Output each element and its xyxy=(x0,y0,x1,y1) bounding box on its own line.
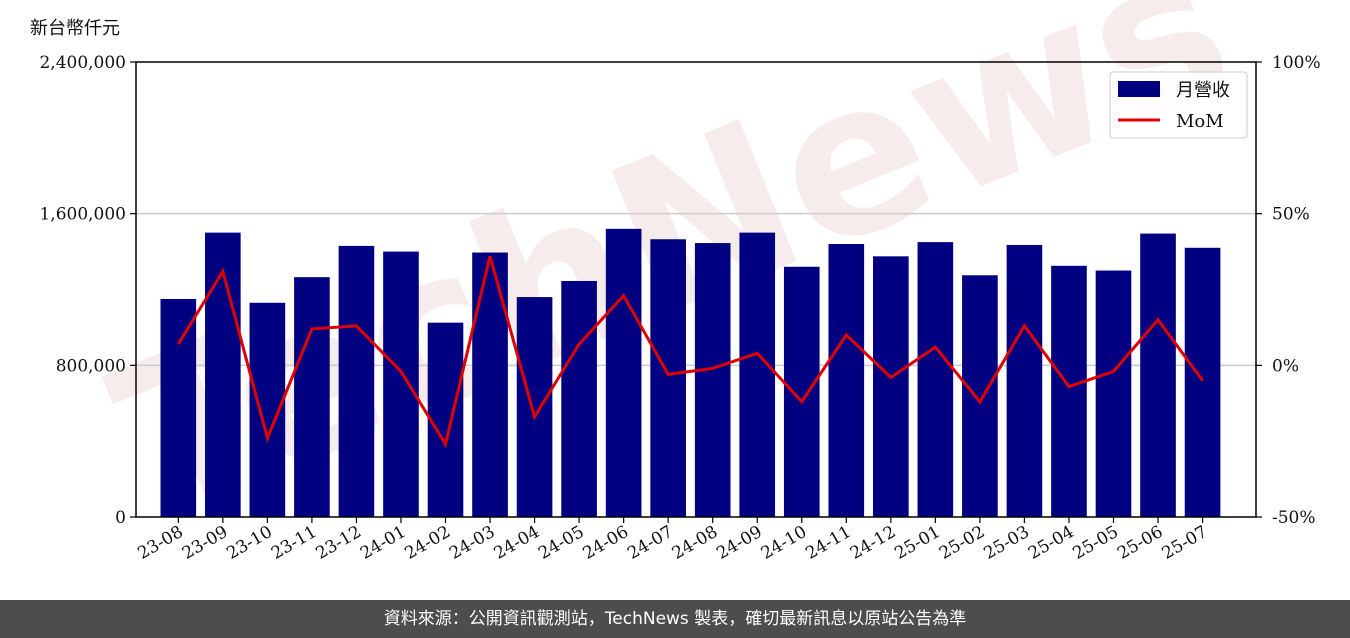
legend-label: 月營收 xyxy=(1176,80,1230,101)
x-tick-label: 24-06 xyxy=(580,522,632,564)
bar-24-12 xyxy=(873,256,909,517)
right-tick-label: 50% xyxy=(1272,205,1310,225)
left-tick-label: 800,000 xyxy=(56,356,126,376)
x-tick-label: 24-02 xyxy=(402,522,454,564)
bar-25-05 xyxy=(1095,270,1132,517)
x-tick-label: 24-07 xyxy=(624,522,676,564)
bar-24-07 xyxy=(650,239,686,517)
x-tick-label: 24-11 xyxy=(802,522,854,564)
bar-24-03 xyxy=(472,252,508,517)
bar-23-09 xyxy=(205,232,241,517)
bar-24-06 xyxy=(605,228,642,518)
x-tick-label: 24-05 xyxy=(535,522,587,564)
mom-line xyxy=(177,255,1204,449)
x-tick-label: 24-09 xyxy=(713,522,765,564)
x-tick-label: 24-01 xyxy=(357,522,409,564)
right-tick-label: 0% xyxy=(1272,356,1299,376)
right-tick-label: 100% xyxy=(1272,53,1321,73)
legend-swatch-bar xyxy=(1118,81,1160,97)
bar-25-06 xyxy=(1140,233,1176,517)
bar-25-04 xyxy=(1051,265,1087,517)
bar-24-08 xyxy=(694,243,731,518)
bar-24-02 xyxy=(427,322,464,517)
bar-23-11 xyxy=(294,277,330,517)
x-tick-label: 24-08 xyxy=(669,522,721,564)
bar-23-12 xyxy=(338,245,375,518)
x-tick-label: 24-12 xyxy=(847,522,899,564)
legend: 月營收 MoM xyxy=(1109,71,1248,139)
source-footer: 資料來源：公開資訊觀測站，TechNews 製表，確切最新訊息以原站公告為準 xyxy=(0,600,1350,638)
x-tick-label: 24-03 xyxy=(446,522,498,564)
bar-24-05 xyxy=(561,280,597,517)
x-tick-label: 25-03 xyxy=(980,522,1032,564)
bar-25-01 xyxy=(917,242,954,517)
left-tick-label: 1,600,000 xyxy=(39,205,126,225)
bar-25-03 xyxy=(1006,244,1043,517)
bar-23-08 xyxy=(160,298,197,517)
x-tick-label: 25-01 xyxy=(891,522,943,564)
x-tick-label: 25-04 xyxy=(1025,522,1077,564)
bar-24-09 xyxy=(739,232,776,517)
revenue-chart: TechNews 0800,0001,600,0002,400,000-50%0… xyxy=(39,0,1321,565)
bar-series xyxy=(160,228,1221,518)
bar-24-10 xyxy=(783,266,820,517)
legend-label: MoM xyxy=(1176,111,1224,132)
bar-24-01 xyxy=(383,251,419,518)
mom-line-series xyxy=(177,255,1204,449)
y-axis-unit-label: 新台幣仟元 xyxy=(30,18,120,39)
x-tick-label: 25-05 xyxy=(1070,522,1122,564)
x-tick-label: 25-06 xyxy=(1114,522,1166,564)
x-tick-label: 23-11 xyxy=(268,522,320,564)
x-tick-label: 23-12 xyxy=(312,522,364,564)
left-tick-label: 2,400,000 xyxy=(39,53,126,73)
bar-25-07 xyxy=(1184,247,1221,517)
x-tick-label: 24-04 xyxy=(491,522,543,564)
right-tick-label: -50% xyxy=(1272,508,1316,528)
bar-24-11 xyxy=(828,244,865,517)
left-tick-label: 0 xyxy=(115,508,126,528)
x-tick-label: 24-10 xyxy=(758,522,810,564)
x-tick-label: 25-02 xyxy=(936,522,988,564)
x-tick-label: 25-07 xyxy=(1159,522,1211,564)
plot-frame xyxy=(135,61,1257,518)
bar-25-02 xyxy=(962,275,998,517)
bar-24-04 xyxy=(516,297,553,517)
